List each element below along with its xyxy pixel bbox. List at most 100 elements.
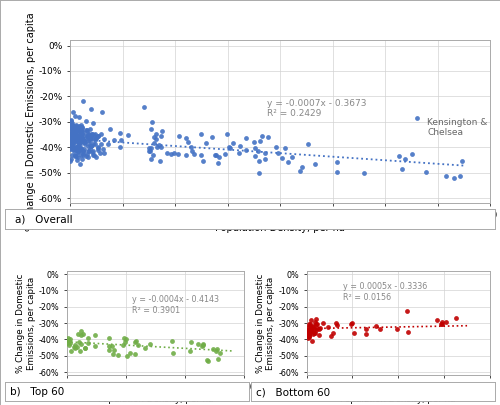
Point — [324, 324, 332, 330]
Text: y = -0.0007x - 0.3673
R² = 0.2429: y = -0.0007x - 0.3673 R² = 0.2429 — [267, 99, 366, 118]
Point — [82, 118, 90, 124]
Point — [306, 322, 314, 329]
Point — [242, 147, 250, 153]
Point — [66, 158, 74, 164]
Point — [442, 173, 450, 179]
Point — [208, 134, 216, 141]
Point — [68, 129, 76, 136]
Point — [74, 124, 82, 131]
Point — [70, 126, 78, 132]
Point — [114, 352, 122, 358]
Point — [76, 114, 84, 120]
Point — [190, 151, 198, 157]
Point — [66, 133, 74, 140]
Point — [82, 126, 90, 133]
Point — [78, 138, 86, 144]
Point — [108, 343, 116, 350]
Point — [67, 134, 75, 141]
Point — [73, 144, 81, 151]
Point — [225, 144, 233, 151]
Point — [254, 148, 262, 154]
Point — [312, 316, 320, 322]
Point — [68, 145, 76, 151]
Point — [88, 130, 96, 137]
Point — [307, 327, 315, 333]
Point — [76, 128, 84, 134]
Point — [68, 133, 76, 140]
Point — [78, 128, 86, 135]
Point — [328, 333, 336, 339]
Point — [236, 142, 244, 149]
Point — [85, 147, 93, 154]
Point — [69, 124, 77, 130]
Point — [350, 330, 358, 336]
Text: y = 0.0005x - 0.3336
R² = 0.0156: y = 0.0005x - 0.3336 R² = 0.0156 — [343, 282, 427, 302]
Point — [80, 139, 88, 145]
Point — [70, 136, 78, 143]
Point — [332, 322, 340, 328]
Point — [66, 340, 74, 347]
Point — [88, 134, 96, 141]
Point — [152, 135, 160, 142]
Text: Kensington &
Chelsea: Kensington & Chelsea — [427, 118, 488, 137]
Point — [313, 325, 321, 331]
Point — [84, 138, 92, 145]
Point — [72, 157, 80, 163]
Point — [76, 141, 84, 147]
Point — [186, 347, 194, 354]
Point — [64, 341, 72, 348]
Point — [170, 150, 178, 156]
Point — [90, 151, 98, 158]
Point — [71, 132, 79, 138]
Point — [100, 150, 108, 157]
Point — [152, 131, 160, 137]
Point — [228, 140, 236, 147]
Point — [78, 331, 86, 337]
Point — [401, 156, 409, 162]
Point — [94, 146, 102, 153]
Point — [284, 159, 292, 165]
Point — [274, 150, 282, 157]
Point — [226, 145, 234, 151]
Point — [188, 339, 196, 346]
Point — [304, 331, 312, 338]
Point — [71, 126, 79, 132]
Point — [70, 133, 78, 139]
Point — [84, 132, 92, 139]
Text: y = -0.0004x - 0.4143
R² = 0.3901: y = -0.0004x - 0.4143 R² = 0.3901 — [132, 295, 218, 315]
Point — [156, 142, 164, 149]
Point — [105, 335, 113, 341]
Point — [124, 132, 132, 139]
Point — [288, 153, 296, 160]
Point — [306, 333, 314, 339]
Point — [450, 174, 458, 181]
Point — [141, 345, 149, 352]
Point — [148, 151, 156, 158]
Point — [146, 340, 154, 347]
Point — [98, 109, 106, 115]
Point — [106, 343, 114, 350]
Point — [80, 345, 88, 352]
Point — [68, 136, 76, 143]
Point — [64, 340, 72, 346]
Point — [311, 330, 319, 336]
Point — [168, 350, 176, 356]
Point — [88, 135, 96, 141]
Point — [236, 149, 244, 156]
Point — [221, 151, 229, 157]
Point — [67, 127, 75, 133]
Point — [348, 320, 356, 326]
Point — [398, 166, 406, 172]
Point — [150, 139, 158, 146]
Point — [90, 132, 98, 139]
Point — [68, 130, 76, 136]
Point — [88, 143, 96, 149]
Point — [74, 124, 82, 131]
Point — [74, 149, 82, 156]
Point — [75, 133, 83, 140]
Point — [215, 153, 223, 160]
Point — [68, 117, 76, 124]
Point — [94, 143, 102, 150]
Point — [66, 138, 74, 144]
Point — [79, 98, 87, 105]
